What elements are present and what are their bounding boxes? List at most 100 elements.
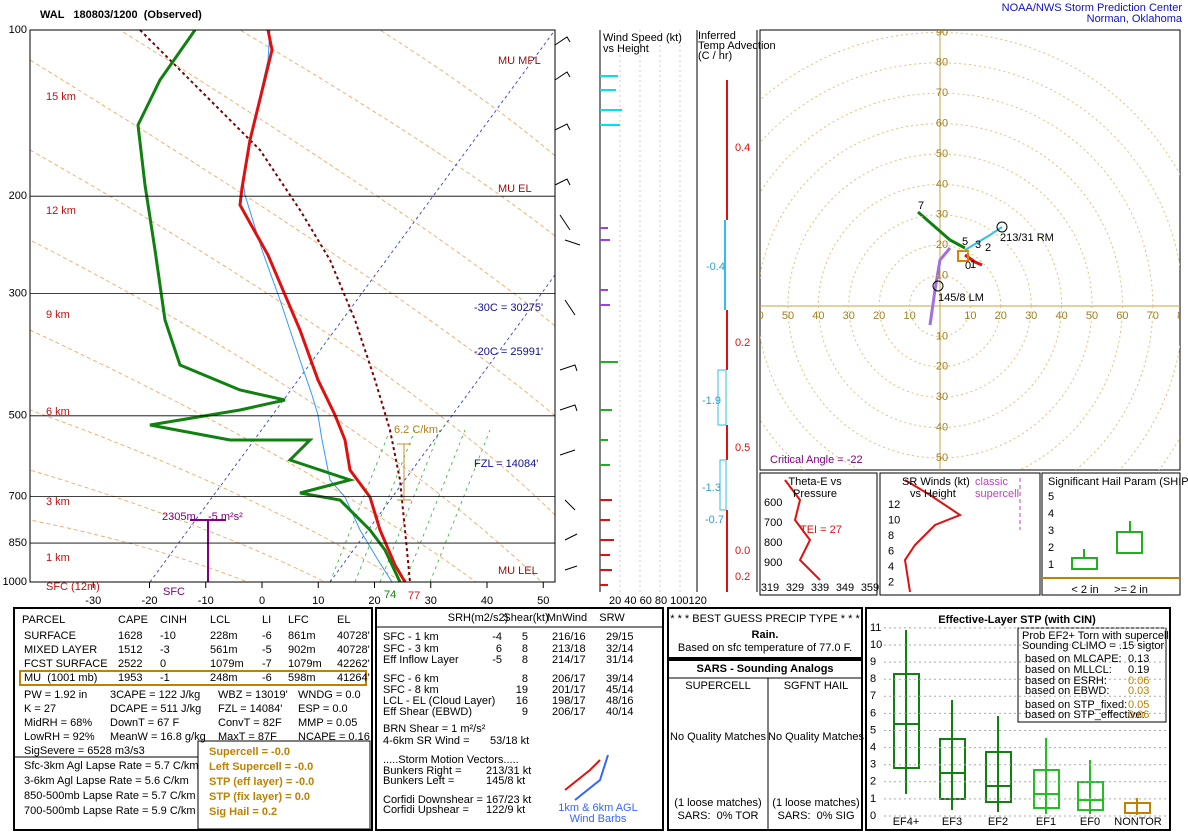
kin-shear: 8 <box>522 654 528 666</box>
ring-label: 60 <box>751 310 763 322</box>
sr-wind-frame <box>879 472 1041 596</box>
theta-e-pressure: 800 <box>764 537 782 549</box>
prob-value: 0.19 <box>1128 664 1149 676</box>
srh-value: -5 m²s² <box>208 511 243 523</box>
stp-category: NONTOR <box>1114 816 1162 828</box>
critical-angle: Critical Angle = -22 <box>770 454 863 466</box>
sars-result: SARS: 0% TOR <box>678 810 759 822</box>
hodo-point: 5 <box>962 236 968 248</box>
kin-srh: -5 <box>492 654 502 666</box>
composite: Left Supercell = -0.0 <box>209 761 313 773</box>
lapse-rate: 3-6km Agl Lapse Rate = 5.6 C/km <box>24 775 189 787</box>
hodo-ring <box>878 244 1002 368</box>
ring-label: 30 <box>1025 310 1037 322</box>
hodo-rm: 213/31 RM <box>1000 232 1054 244</box>
ring-label: 90 <box>936 574 948 586</box>
advection-bars <box>717 80 728 592</box>
advection-value: -0.7 <box>705 514 724 526</box>
index: MeanW = 16.8 g/kg <box>110 731 206 743</box>
panel-title: vs Height <box>603 43 649 55</box>
parcel-header: CINH <box>160 614 187 626</box>
panel-title: SR Winds (kt) <box>902 476 970 488</box>
sr-height: 2 <box>888 576 894 588</box>
stp-boxes <box>893 630 1151 815</box>
kin-label: LCL - EL (Cloud Layer) <box>383 695 495 707</box>
ship-category: >= 2 in <box>1114 584 1148 596</box>
kin-mnwind: 213/18 <box>552 643 586 655</box>
parcel-cell: 228m <box>210 630 238 642</box>
advection-value: -1.9 <box>702 395 721 407</box>
composite-box <box>197 740 371 830</box>
ring-label: 40 <box>1055 310 1067 322</box>
parcel-header: LFC <box>288 614 309 626</box>
stp-panel <box>865 607 1171 831</box>
theta-e-pressure: 700 <box>764 517 782 529</box>
panel-title: Temp Advection <box>698 40 776 52</box>
pressure-label: 500 <box>9 410 27 422</box>
kin-header: SRH(m2/s2) <box>448 612 509 624</box>
composite: Supercell = -0.0 <box>209 746 290 758</box>
ring-label: 80 <box>936 57 948 69</box>
level-label: MU MPL <box>498 55 541 67</box>
stp-tick: 10 <box>870 639 882 651</box>
pressure-label: 200 <box>9 190 27 202</box>
kin-mnwind: 216/16 <box>552 631 586 643</box>
index: ConvT = 82F <box>218 717 282 729</box>
kin-shear: 8 <box>522 673 528 685</box>
prob-label: based on EBWD: <box>1025 685 1109 697</box>
parcel-cell: 2522 <box>118 658 142 670</box>
motion-value: 167/23 kt <box>486 794 531 806</box>
hodo-point: 2 <box>985 242 991 254</box>
wind-barbs <box>554 36 581 571</box>
theta-e-pressure: 600 <box>764 497 782 509</box>
motion-label: Bunkers Right = <box>383 765 462 777</box>
height-label: SFC (12m) <box>46 581 100 593</box>
index: SigSevere = 6528 m3/s3 <box>24 745 145 757</box>
lapse-rate: Sfc-3km Agl Lapse Rate = 5.7 C/km <box>24 760 199 772</box>
sr46-label: 4-6km SR Wind = <box>383 735 470 747</box>
sr46: 53/18 kt <box>490 735 529 747</box>
wind-speed-ticks <box>600 75 622 586</box>
parcel-cell: -1 <box>160 672 170 684</box>
temp-label: 30 <box>425 595 437 607</box>
composite: STP (eff layer) = -0.0 <box>209 776 314 788</box>
parcel-cell: 1079m <box>210 658 244 670</box>
advection-value: 0.4 <box>735 142 750 154</box>
stp-tick: 9 <box>870 656 876 668</box>
prob-value: 0.03 <box>1128 685 1149 697</box>
prob-label: based on MLLCL: <box>1025 664 1112 676</box>
sars-loose: (1 loose matches) <box>772 797 859 809</box>
pressure-label: 700 <box>9 490 27 502</box>
index: LowRH = 92% <box>24 731 95 743</box>
sr-height: 10 <box>888 514 900 526</box>
sfc-t: 77 <box>408 590 420 602</box>
hodo-point: 0 <box>965 260 971 272</box>
kin-mnwind: 206/17 <box>552 706 586 718</box>
precip-title: * * * BEST GUESS PRECIP TYPE * * * <box>670 613 860 625</box>
title: WAL 180803/1200 (Observed) <box>40 9 202 21</box>
sr-note: supercell <box>975 488 1019 500</box>
parcel-cell: 0 <box>160 658 166 670</box>
index: WNDG = 0.0 <box>298 689 361 701</box>
prob-label: based on ESRH: <box>1025 675 1107 687</box>
index: MaxT = 87F <box>218 731 277 743</box>
ring-label: 30 <box>936 209 948 221</box>
kin-mnwind: 198/17 <box>552 695 586 707</box>
parcel-header: CAPE <box>118 614 148 626</box>
theta-e-frame <box>759 472 878 596</box>
kin-mnwind: 214/17 <box>552 654 586 666</box>
parcel-cell: -6 <box>262 630 272 642</box>
kin-label: SFC - 3 km <box>383 643 439 655</box>
parcel-cell: 598m <box>288 672 316 684</box>
stp-category: EF1 <box>1036 816 1056 828</box>
parcel-cell: 1512 <box>118 644 142 656</box>
ring-label: 60 <box>1116 310 1128 322</box>
parcel-cell: 902m <box>288 644 316 656</box>
kin-srw: 31/14 <box>606 654 634 666</box>
kin-label: SFC - 8 km <box>383 684 439 696</box>
stp-tick: 5 <box>870 724 876 736</box>
motion-value: 122/9 kt <box>486 804 525 816</box>
kin-shear: 8 <box>522 643 528 655</box>
